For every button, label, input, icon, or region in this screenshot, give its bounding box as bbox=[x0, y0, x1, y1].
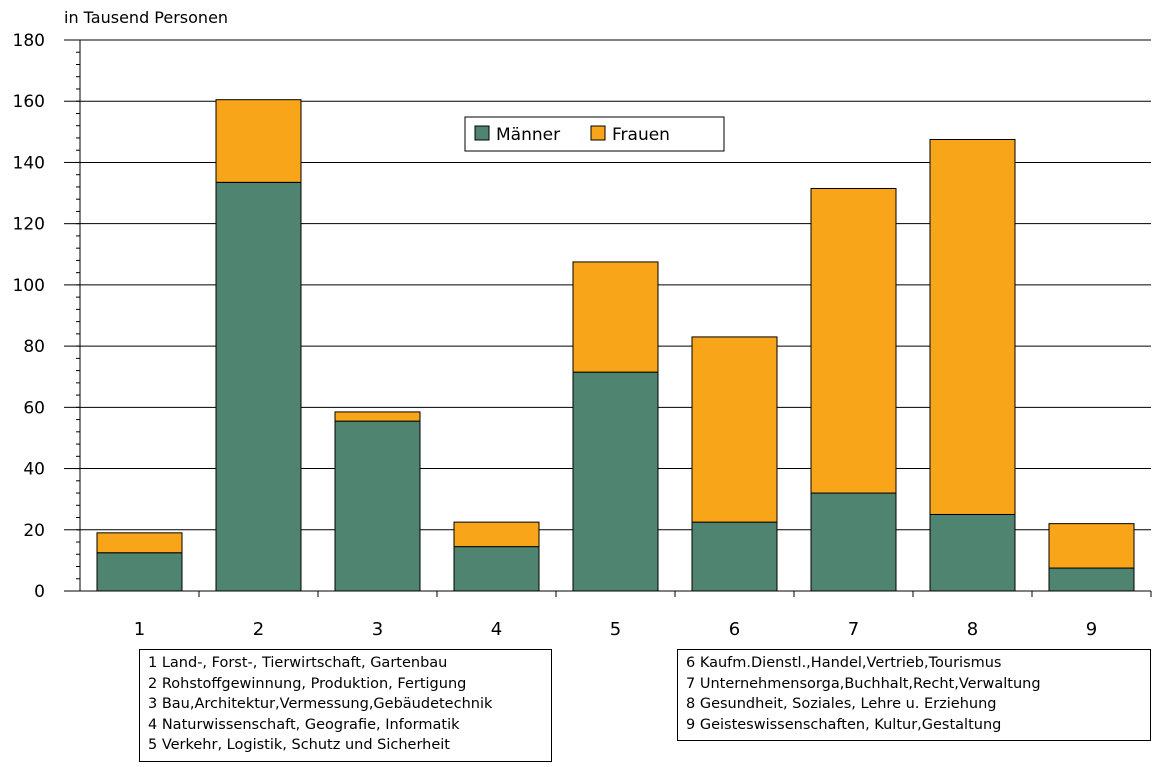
y-tick-label: 120 bbox=[13, 215, 45, 235]
x-tick-label: 8 bbox=[967, 619, 978, 640]
category-key-item: 8 Gesundheit, Soziales, Lehre u. Erziehu… bbox=[686, 696, 997, 712]
bar-frauen-5 bbox=[572, 261, 659, 373]
category-key-item: 9 Geisteswissenschaften, Kultur,Gestaltu… bbox=[686, 716, 1002, 733]
bar-frauen-8 bbox=[929, 138, 1016, 515]
legend-label-frauen: Frauen bbox=[612, 125, 670, 145]
legend-swatch-frauen bbox=[590, 125, 606, 141]
y-tick-label: 80 bbox=[23, 337, 45, 357]
bar-maenner-2 bbox=[215, 181, 302, 592]
bar-maenner-7 bbox=[810, 492, 897, 592]
y-tick-label: 180 bbox=[13, 31, 45, 51]
category-key-left: 1 Land-, Forst-, Tierwirtschaft, Gartenb… bbox=[139, 649, 552, 762]
bar-frauen-9 bbox=[1048, 523, 1135, 569]
bar-frauen-7 bbox=[810, 187, 897, 494]
bar-frauen-1 bbox=[96, 532, 183, 554]
bar-maenner-9 bbox=[1048, 567, 1135, 592]
stacked-bar-chart: 0 20 40 60 80 100 120 140 160 180 1 2 3 4 5 6 7 8 9 Männer F… bbox=[13, 31, 1152, 640]
category-key-item: 5 Verkehr, Logistik, Schutz und Sicherhe… bbox=[148, 737, 450, 753]
bar-frauen-2 bbox=[215, 99, 302, 183]
legend-label-maenner: Männer bbox=[496, 125, 560, 145]
y-tick-label: 60 bbox=[23, 398, 45, 418]
y-tick-label: 20 bbox=[23, 521, 45, 541]
bar-maenner-4 bbox=[453, 546, 540, 592]
bar-maenner-5 bbox=[572, 371, 659, 592]
bar-frauen-4 bbox=[453, 521, 540, 548]
x-tick-label: 6 bbox=[729, 619, 740, 640]
y-tick-label: 140 bbox=[13, 153, 45, 173]
category-key-item: 4 Naturwissenschaft, Geografie, Informat… bbox=[148, 716, 460, 733]
y-tick-label: 160 bbox=[13, 92, 45, 112]
y-axis-label: in Tausend Personen bbox=[64, 8, 229, 27]
x-tick-label: 1 bbox=[134, 619, 145, 640]
legend-swatch-maenner bbox=[474, 125, 490, 141]
bar-maenner-3 bbox=[334, 420, 421, 592]
bar-maenner-6 bbox=[691, 521, 778, 592]
y-tick-label: 100 bbox=[13, 276, 45, 296]
y-tick-label: 40 bbox=[23, 460, 45, 480]
x-tick-label: 3 bbox=[372, 619, 383, 640]
bar-frauen-6 bbox=[691, 336, 778, 523]
category-key-item: 3 Bau,Architektur,Vermessung,Gebäudetech… bbox=[148, 696, 493, 712]
x-tick-label: 5 bbox=[610, 619, 621, 640]
category-key-right: 6 Kaufm.Dienstl.,Handel,Vertrieb,Tourism… bbox=[677, 649, 1151, 741]
category-key-item: 6 Kaufm.Dienstl.,Handel,Vertrieb,Tourism… bbox=[686, 655, 1002, 671]
x-tick-label: 4 bbox=[491, 619, 502, 640]
category-key-item: 1 Land-, Forst-, Tierwirtschaft, Gartenb… bbox=[148, 655, 448, 671]
category-key-item: 2 Rohstoffgewinnung, Produktion, Fertigu… bbox=[148, 675, 467, 692]
x-tick-label: 7 bbox=[848, 619, 859, 640]
bar-frauen-3 bbox=[334, 411, 421, 422]
bar-maenner-8 bbox=[929, 513, 1016, 592]
x-tick-label: 9 bbox=[1086, 619, 1097, 640]
x-tick-label: 2 bbox=[253, 619, 264, 640]
bar-maenner-1 bbox=[96, 552, 183, 592]
y-tick-label: 0 bbox=[34, 582, 45, 602]
category-key-item: 7 Unternehmensorga,Buchhalt,Recht,Verwal… bbox=[686, 675, 1041, 692]
